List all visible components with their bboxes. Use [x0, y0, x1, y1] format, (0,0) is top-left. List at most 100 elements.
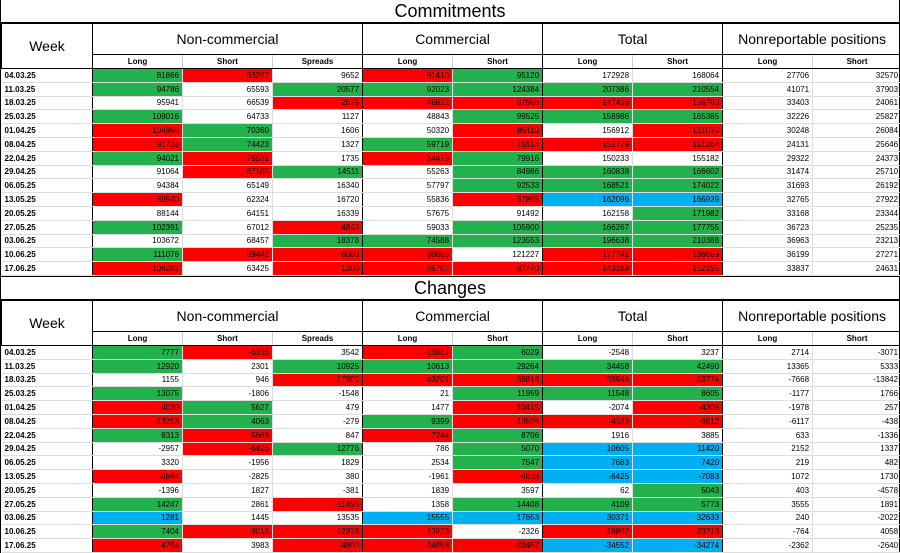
- value-cell: 15555: [363, 511, 453, 525]
- value-cell: 65593: [183, 82, 273, 96]
- week-cell: 27.05.25: [2, 220, 93, 234]
- value-cell: 3237: [633, 345, 723, 359]
- value-cell: 94786: [93, 82, 183, 96]
- subheader: Short: [813, 331, 900, 345]
- week-cell: 06.05.25: [2, 179, 93, 193]
- value-cell: 29264: [453, 359, 543, 373]
- value-cell: 3555: [723, 497, 813, 511]
- value-cell: 32570: [813, 69, 900, 83]
- value-cell: 20577: [273, 82, 363, 96]
- value-cell: -438: [813, 414, 900, 428]
- week-cell: 25.03.25: [2, 387, 93, 401]
- subheader: Short: [633, 55, 723, 69]
- value-cell: 70360: [183, 124, 273, 138]
- week-cell: 20.05.25: [2, 483, 93, 497]
- value-cell: 59719: [363, 137, 453, 151]
- value-cell: -1548: [273, 387, 363, 401]
- value-cell: 257: [813, 401, 900, 415]
- week-cell: 10.06.25: [2, 248, 93, 262]
- value-cell: 9399: [363, 414, 453, 428]
- value-cell: 151264: [633, 137, 723, 151]
- value-cell: 4063: [183, 414, 273, 428]
- value-cell: -2548: [543, 345, 633, 359]
- value-cell: -7244: [363, 428, 453, 442]
- value-cell: 64733: [183, 110, 273, 124]
- group-header-noncommercial: Non-commercial: [93, 300, 363, 331]
- value-cell: 87770: [453, 262, 543, 276]
- value-cell: 92533: [453, 179, 543, 193]
- week-cell: 18.03.25: [2, 373, 93, 387]
- value-cell: -9015: [183, 525, 273, 539]
- value-cell: 74588: [363, 234, 453, 248]
- week-cell: 17.06.25: [2, 262, 93, 276]
- value-cell: 24061: [813, 96, 900, 110]
- value-cell: 37903: [813, 82, 900, 96]
- value-cell: 59033: [363, 220, 453, 234]
- value-cell: 104986: [93, 124, 183, 138]
- value-cell: 13075: [93, 387, 183, 401]
- week-cell: 01.04.25: [2, 124, 93, 138]
- value-cell: -18897: [543, 525, 633, 539]
- value-cell: 210388: [633, 234, 723, 248]
- value-cell: 48843: [363, 110, 453, 124]
- value-cell: 84986: [453, 165, 543, 179]
- value-cell: 31693: [723, 179, 813, 193]
- week-cell: 03.06.25: [2, 511, 93, 525]
- value-cell: 2301: [183, 359, 273, 373]
- value-cell: 1766: [813, 387, 900, 401]
- value-cell: 5773: [633, 497, 723, 511]
- week-cell: 11.03.25: [2, 82, 93, 96]
- value-cell: 1445: [183, 511, 273, 525]
- week-cell: 01.04.25: [2, 401, 93, 415]
- changes-title: Changes: [1, 276, 899, 300]
- value-cell: 105900: [453, 220, 543, 234]
- value-cell: -9812: [633, 414, 723, 428]
- value-cell: 8313: [93, 428, 183, 442]
- value-cell: 88144: [93, 206, 183, 220]
- subheader: Long: [723, 55, 813, 69]
- value-cell: -1961: [363, 470, 453, 484]
- value-cell: 1827: [183, 483, 273, 497]
- value-cell: 25827: [813, 110, 900, 124]
- value-cell: 41071: [723, 82, 813, 96]
- value-cell: 3542: [273, 345, 363, 359]
- value-cell: 633: [723, 428, 813, 442]
- value-cell: 7547: [453, 456, 543, 470]
- value-cell: -10415: [453, 401, 543, 415]
- value-cell: 143189: [543, 262, 633, 276]
- value-cell: -5668: [183, 428, 273, 442]
- value-cell: 14511: [273, 165, 363, 179]
- value-cell: 99525: [453, 110, 543, 124]
- value-cell: -1177: [723, 387, 813, 401]
- value-cell: 81866: [93, 69, 183, 83]
- value-cell: 5043: [633, 483, 723, 497]
- value-cell: 13365: [723, 359, 813, 373]
- value-cell: 24131: [723, 137, 813, 151]
- value-cell: 23344: [813, 206, 900, 220]
- value-cell: 91064: [93, 165, 183, 179]
- commitments-table: Week Non-commercial Commercial Total Non…: [1, 23, 900, 276]
- value-cell: 89540: [93, 193, 183, 207]
- week-cell: 11.03.25: [2, 359, 93, 373]
- value-cell: 103672: [93, 234, 183, 248]
- value-cell: 23213: [813, 234, 900, 248]
- value-cell: -6425: [543, 470, 633, 484]
- value-cell: 186669: [633, 248, 723, 262]
- value-cell: 89110: [453, 124, 543, 138]
- group-header-commercial: Commercial: [363, 24, 543, 55]
- week-cell: 06.05.25: [2, 456, 93, 470]
- value-cell: 168521: [543, 179, 633, 193]
- value-cell: 91492: [453, 206, 543, 220]
